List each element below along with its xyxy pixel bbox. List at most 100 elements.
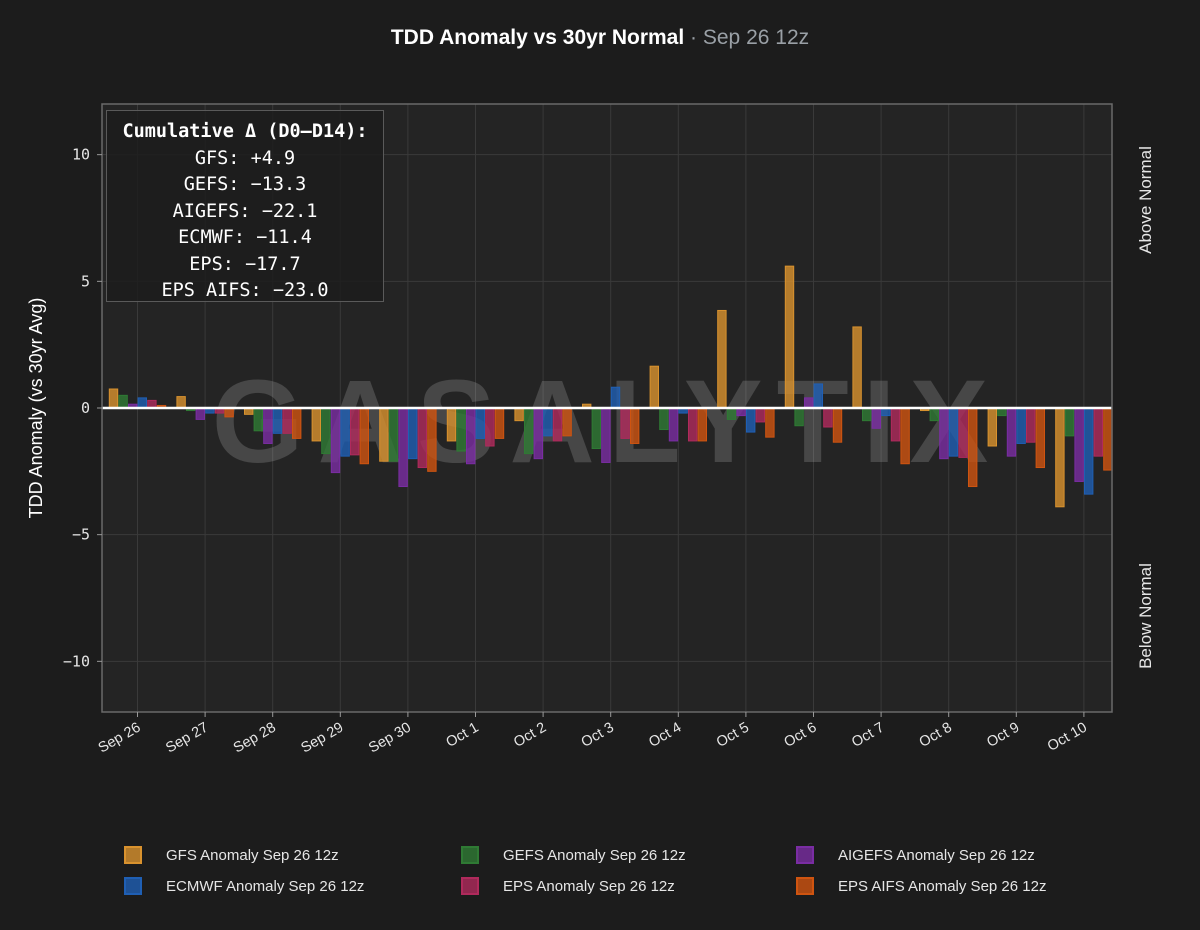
bar[interactable]	[292, 407, 302, 439]
cumulative-line-eps: EPS: −17.7	[189, 253, 301, 275]
bar[interactable]	[282, 407, 292, 434]
above-normal-label: Above Normal	[1136, 146, 1155, 254]
bar[interactable]	[253, 407, 264, 432]
bar[interactable]	[359, 407, 370, 465]
bar[interactable]	[108, 388, 119, 409]
bar[interactable]	[1084, 407, 1094, 495]
chart-subtitle: Sep 26 12z	[702, 26, 810, 49]
bar[interactable]	[987, 407, 997, 447]
bar[interactable]	[1064, 407, 1075, 437]
bar[interactable]	[311, 407, 322, 442]
y-tick-label: 5	[81, 272, 90, 290]
bar[interactable]	[939, 407, 949, 460]
bar[interactable]	[890, 407, 901, 442]
y-tick-label: −5	[72, 526, 90, 544]
bar[interactable]	[379, 407, 389, 462]
x-tick-label: Sep 30	[366, 720, 414, 757]
bar[interactable]	[649, 365, 659, 409]
chart-title-bar: TDD Anomaly vs 30yr Normal · Sep 26 12z	[0, 26, 1200, 50]
bar[interactable]	[1055, 407, 1065, 508]
bar[interactable]	[668, 407, 679, 442]
bar[interactable]	[1026, 407, 1036, 443]
bar[interactable]	[466, 407, 476, 465]
bar[interactable]	[272, 407, 283, 434]
bar[interactable]	[118, 394, 128, 409]
bar[interactable]	[659, 407, 669, 431]
bar[interactable]	[388, 407, 399, 462]
bar[interactable]	[533, 407, 543, 460]
bar[interactable]	[514, 407, 524, 422]
bar[interactable]	[610, 386, 621, 409]
below-normal-label: Below Normal	[1136, 563, 1155, 669]
bar[interactable]	[784, 265, 795, 409]
bar[interactable]	[552, 407, 563, 442]
x-tick-label: Oct 4	[646, 720, 684, 751]
bar[interactable]	[601, 407, 611, 463]
bar[interactable]	[832, 407, 843, 443]
bar[interactable]	[823, 407, 833, 428]
bar[interactable]	[746, 407, 756, 433]
bar[interactable]	[330, 407, 341, 474]
bar[interactable]	[137, 397, 148, 409]
bar[interactable]	[494, 407, 505, 439]
bar[interactable]	[688, 407, 698, 442]
bar[interactable]	[852, 326, 862, 409]
bar[interactable]	[968, 407, 978, 488]
bar[interactable]	[475, 407, 486, 439]
bar[interactable]	[591, 407, 601, 450]
y-tick-label: 0	[81, 399, 90, 417]
bar[interactable]	[224, 407, 234, 418]
x-tick-label: Sep 29	[298, 720, 346, 757]
bar[interactable]	[1035, 407, 1045, 469]
bar[interactable]	[765, 407, 775, 438]
x-tick-label: Oct 6	[781, 720, 819, 751]
x-tick-label: Oct 2	[511, 720, 549, 751]
bar[interactable]	[948, 407, 959, 457]
bar[interactable]	[1074, 407, 1084, 482]
bar[interactable]	[794, 407, 804, 427]
bar[interactable]	[398, 407, 408, 488]
bar[interactable]	[176, 396, 186, 409]
cumulative-line-aigefs: AIGEFS: −22.1	[172, 200, 318, 222]
bar[interactable]	[195, 407, 206, 420]
y-tick-label: −10	[63, 652, 90, 670]
bar[interactable]	[340, 407, 350, 457]
x-tick-label: Sep 28	[231, 720, 279, 757]
bar[interactable]	[804, 397, 814, 409]
bar[interactable]	[427, 407, 437, 472]
bar[interactable]	[929, 407, 939, 422]
bar[interactable]	[417, 407, 428, 469]
bar[interactable]	[1016, 407, 1026, 444]
bar[interactable]	[543, 407, 553, 437]
bar[interactable]	[813, 383, 823, 409]
bar[interactable]	[263, 407, 273, 444]
bar[interactable]	[726, 407, 737, 420]
bar[interactable]	[446, 407, 457, 442]
bar[interactable]	[1006, 407, 1017, 457]
bar[interactable]	[1103, 407, 1113, 471]
bar[interactable]	[630, 407, 640, 444]
bar[interactable]	[717, 309, 727, 409]
cumulative-line-gefs: GEFS: −13.3	[183, 174, 307, 195]
series-1	[118, 394, 1075, 462]
bar[interactable]	[1093, 407, 1103, 457]
bar[interactable]	[408, 407, 418, 460]
bar[interactable]	[862, 407, 872, 422]
bar[interactable]	[620, 407, 630, 439]
bar[interactable]	[321, 407, 331, 455]
bar[interactable]	[562, 407, 572, 437]
bar[interactable]	[871, 407, 881, 429]
x-tick-label: Oct 3	[579, 720, 617, 751]
cumulative-header: Cumulative Δ (D0–D14):	[122, 121, 368, 142]
bar[interactable]	[900, 407, 910, 465]
bar[interactable]	[524, 407, 534, 455]
bar[interactable]	[350, 407, 360, 456]
x-tick-label: Sep 26	[96, 720, 144, 757]
x-tick-label: Oct 9	[984, 720, 1022, 751]
bar[interactable]	[755, 407, 765, 423]
bar[interactable]	[697, 407, 707, 442]
bar[interactable]	[485, 407, 495, 447]
bar[interactable]	[958, 407, 968, 458]
bar[interactable]	[456, 407, 466, 452]
